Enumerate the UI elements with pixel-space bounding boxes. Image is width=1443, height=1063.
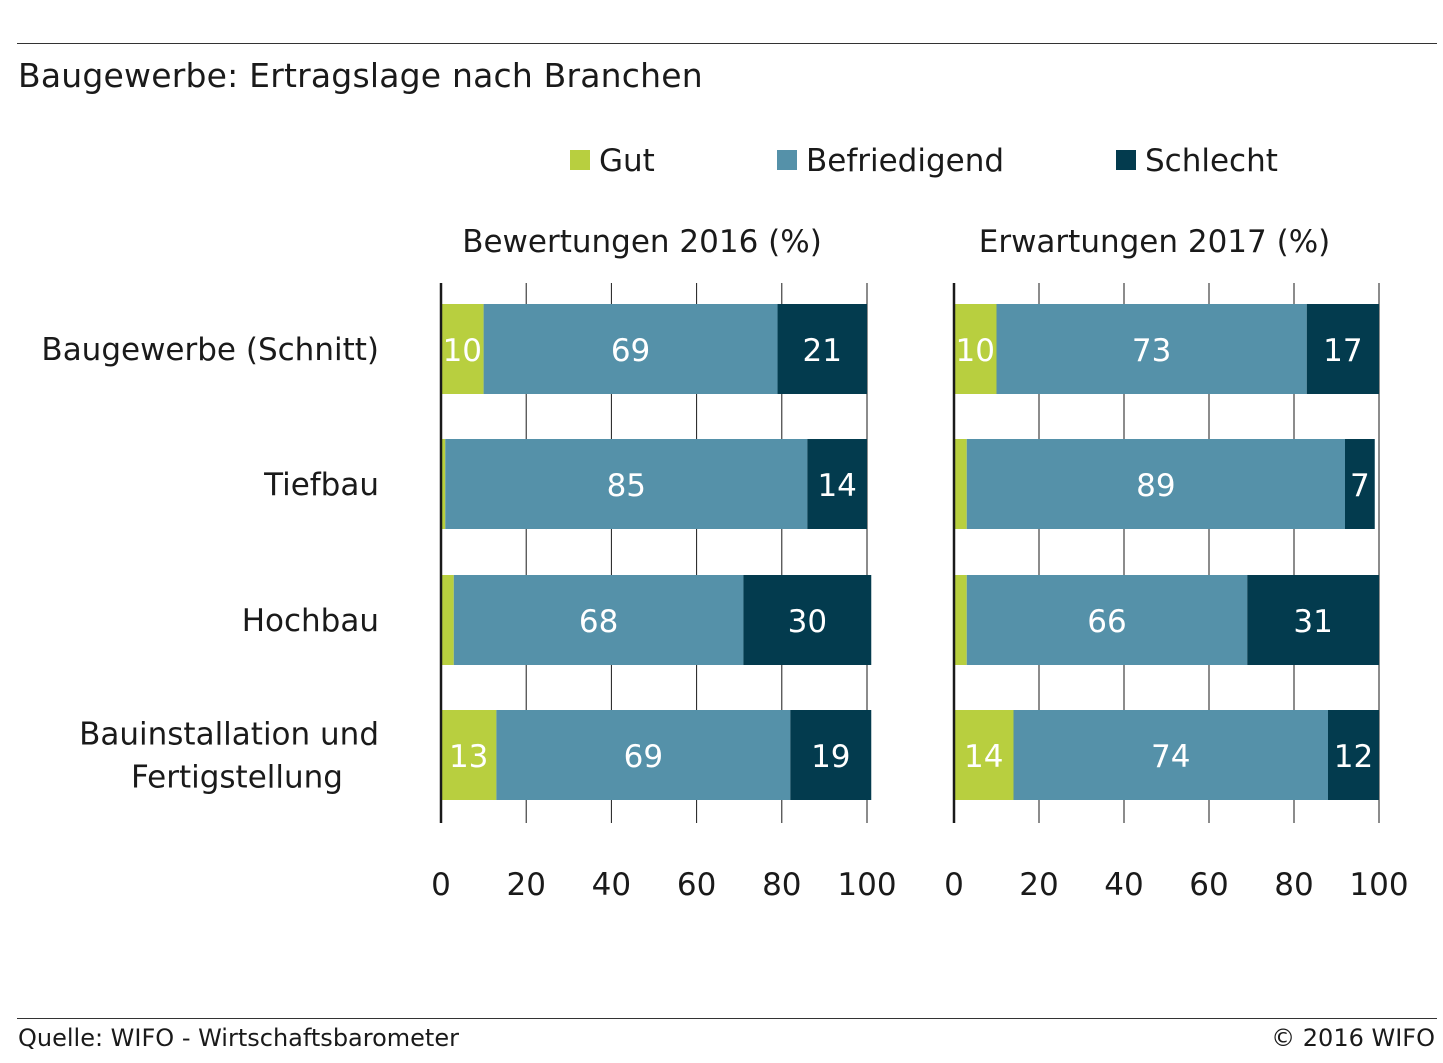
x-tick-label: 80 — [1274, 867, 1313, 903]
legend-label-gut: Gut — [599, 143, 655, 179]
bar-segment-befriedigend — [445, 439, 808, 529]
bar-segment-schlecht — [743, 575, 872, 665]
data-label: 14 — [964, 739, 1003, 775]
bar-segment-befriedigend — [966, 575, 1248, 665]
data-label: 13 — [449, 739, 488, 775]
category-label: Fertigstellung — [131, 760, 343, 796]
x-tick-label: 60 — [677, 867, 716, 903]
data-label: 68 — [579, 604, 618, 640]
data-label: 17 — [1323, 333, 1362, 369]
bar-segment-gut — [441, 304, 484, 394]
legend-swatch-befriedigend — [777, 150, 797, 170]
bar-segment-gut — [441, 710, 497, 800]
bar-segment-schlecht — [1328, 710, 1379, 800]
data-label: 31 — [1293, 604, 1332, 640]
bottom-rule — [17, 1018, 1437, 1019]
bar-segment-schlecht — [1345, 439, 1375, 529]
data-label: 14 — [817, 468, 856, 504]
bar-segment-schlecht — [807, 439, 867, 529]
category-label: Tiefbau — [263, 467, 379, 503]
bar-segment-schlecht — [790, 710, 872, 800]
x-tick-label: 0 — [431, 867, 451, 903]
category-label: Hochbau — [242, 603, 379, 639]
data-label: 12 — [1334, 739, 1373, 775]
bar-segment-befriedigend — [496, 710, 791, 800]
category-label: Baugewerbe (Schnitt) — [41, 332, 379, 368]
bar-segment-befriedigend — [453, 575, 744, 665]
copyright-note: © 2016 WIFO — [1271, 1024, 1435, 1052]
legend-swatch-schlecht — [1116, 150, 1136, 170]
data-label: 10 — [443, 333, 482, 369]
bar-segment-befriedigend — [1013, 710, 1328, 800]
data-label: 66 — [1087, 604, 1126, 640]
data-label: 10 — [956, 333, 995, 369]
bar-segment-gut — [954, 575, 967, 665]
bar-segment-schlecht — [777, 304, 867, 394]
x-tick-label: 40 — [592, 867, 631, 903]
x-tick-label: 80 — [762, 867, 801, 903]
data-label: 19 — [811, 739, 850, 775]
bar-segment-schlecht — [1306, 304, 1379, 394]
data-label: 69 — [624, 739, 663, 775]
x-tick-label: 20 — [506, 867, 545, 903]
source-note: Quelle: WIFO - Wirtschaftsbarometer — [18, 1024, 459, 1052]
data-label: 21 — [803, 333, 842, 369]
x-tick-label: 100 — [837, 867, 896, 903]
data-label: 69 — [611, 333, 650, 369]
x-tick-label: 60 — [1189, 867, 1228, 903]
data-label: 74 — [1151, 739, 1190, 775]
legend-label-schlecht: Schlecht — [1145, 143, 1278, 179]
legend-label-befriedigend: Befriedigend — [806, 143, 1004, 179]
x-tick-label: 20 — [1019, 867, 1058, 903]
chart-area: Gut Befriedigend Schlecht Baugewerbe (Schni… — [41, 143, 1408, 903]
x-tick-label: 100 — [1349, 867, 1408, 903]
chart-title: Baugewerbe: Ertragslage nach Branchen — [18, 56, 703, 95]
bar-segment-gut — [441, 439, 446, 529]
bar-segment-befriedigend — [996, 304, 1307, 394]
bar-segment-befriedigend — [483, 304, 778, 394]
x-tick-label: 0 — [944, 867, 964, 903]
x-tick-label: 40 — [1104, 867, 1143, 903]
data-label: 7 — [1350, 468, 1370, 504]
panel-title: Bewertungen 2016 (%) — [462, 224, 822, 260]
bar-segment-befriedigend — [966, 439, 1345, 529]
legend-swatch-gut — [570, 150, 590, 170]
data-label: 73 — [1132, 333, 1171, 369]
data-label: 89 — [1136, 468, 1175, 504]
category-label: Bauinstallation und — [79, 717, 379, 753]
bar-segment-gut — [954, 710, 1014, 800]
top-rule — [17, 43, 1437, 44]
bar-segment-gut — [441, 575, 454, 665]
bar-segment-gut — [954, 304, 997, 394]
data-label: 30 — [788, 604, 827, 640]
bar-segment-gut — [954, 439, 967, 529]
panel-title: Erwartungen 2017 (%) — [979, 224, 1331, 260]
data-label: 85 — [607, 468, 646, 504]
bar-segment-schlecht — [1247, 575, 1379, 665]
